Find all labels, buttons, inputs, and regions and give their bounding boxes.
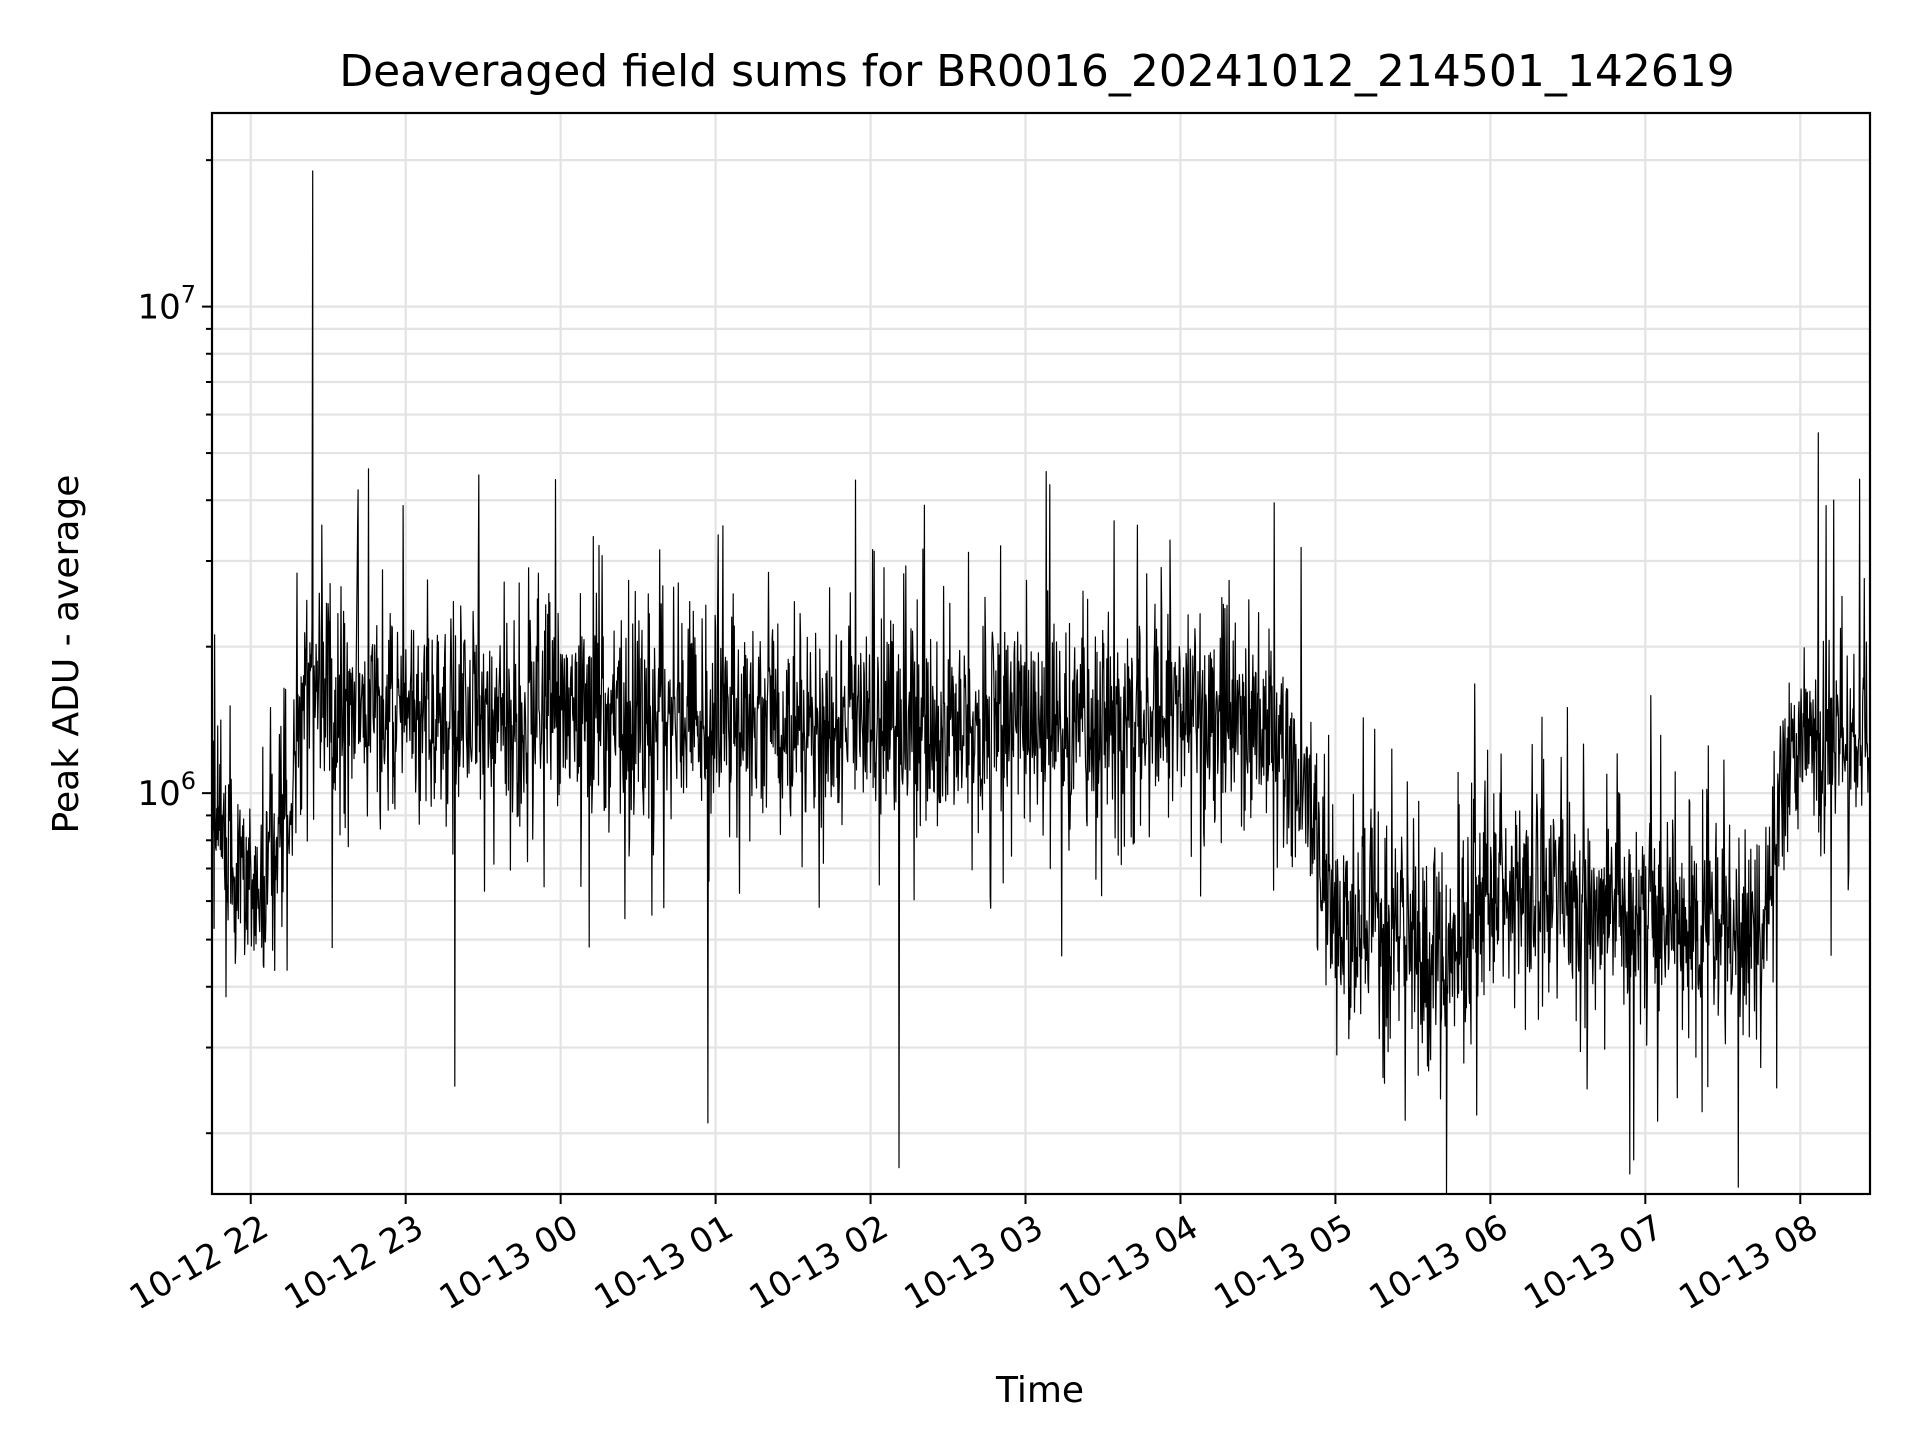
series-line: [211, 170, 1871, 1195]
series-path: [211, 170, 1871, 1195]
plot-frame: [210, 111, 1872, 1196]
grid: [212, 113, 1870, 1194]
y-tick-label: 106: [137, 767, 196, 814]
chart-title: Deaveraged field sums for BR0016_2024101…: [339, 46, 1735, 97]
y-tick-label: 107: [137, 281, 196, 328]
y-axis: 106 107: [137, 159, 212, 1135]
y-axis-label: Peak ADU - average: [46, 475, 87, 834]
x-axis-label: Time: [995, 1370, 1084, 1411]
